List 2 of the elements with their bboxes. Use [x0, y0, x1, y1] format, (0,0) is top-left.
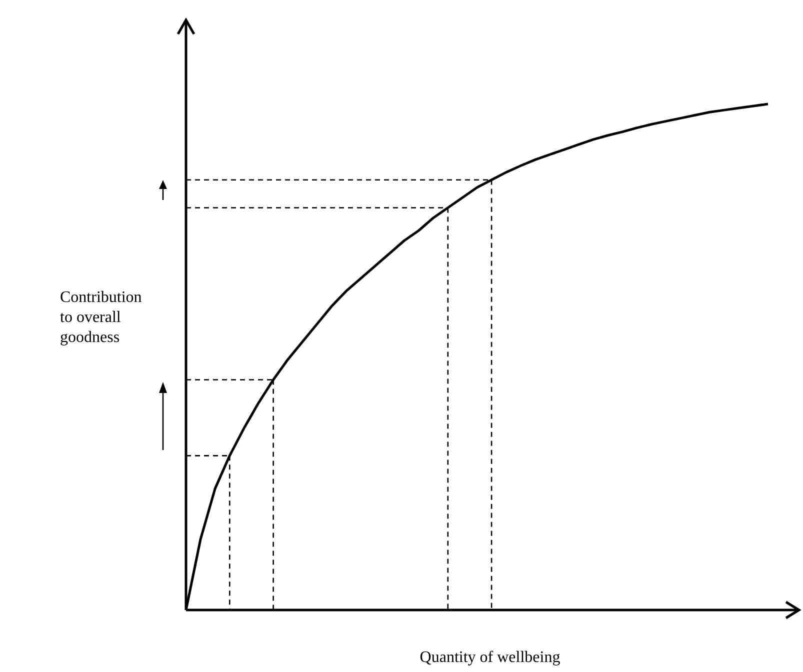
x-axis-title: Quantity of wellbeing: [420, 649, 560, 666]
y-axis-title: Contribution to overall goodness: [60, 289, 142, 346]
